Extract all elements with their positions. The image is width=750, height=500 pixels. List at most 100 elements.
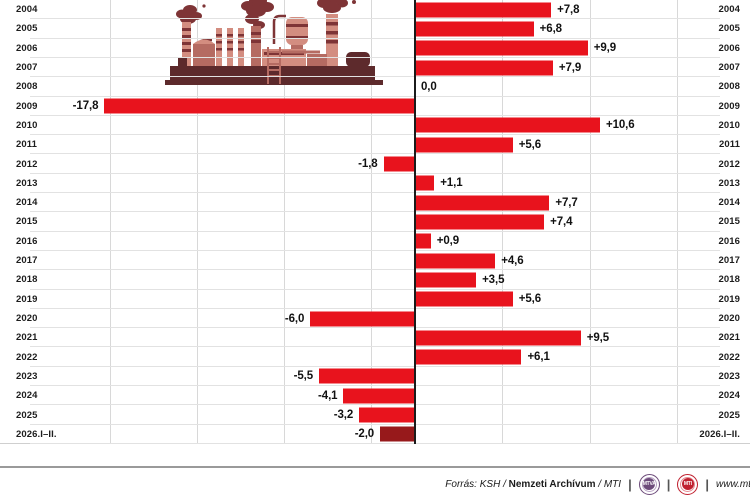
year-label-right: 2022 <box>718 351 740 363</box>
chart-row: 2006 2006 +9,9 <box>0 39 750 58</box>
chart-row: 2013 2013 +1,1 <box>0 174 750 194</box>
bar-value-label: -6,0 <box>284 312 305 325</box>
chart-row: 2017 2017 +4,6 <box>0 251 750 271</box>
source-prefix: Forrás: KSH / <box>445 478 509 490</box>
year-label-left: 2013 <box>16 177 38 189</box>
year-label-left: 2016 <box>16 235 38 247</box>
row-divider <box>30 114 720 116</box>
year-label-right: 2021 <box>718 332 740 344</box>
row-divider <box>30 153 720 155</box>
bar-value-label: +7,7 <box>555 196 578 209</box>
year-label-left: 2007 <box>16 62 38 74</box>
row-divider <box>30 327 720 329</box>
chart-row: 2025 2025 -3,2 <box>0 405 750 425</box>
bar <box>415 291 513 307</box>
bar-value-label: -3,2 <box>333 409 354 422</box>
source-suffix: / MTI <box>595 478 622 490</box>
year-label-left: 2022 <box>16 351 38 363</box>
bar <box>415 40 588 56</box>
year-label-right: 2015 <box>718 216 740 228</box>
row-divider <box>30 365 720 367</box>
year-label-right: 2008 <box>718 81 740 93</box>
mtva-logo-label: MTVA <box>643 478 656 490</box>
year-label-left: 2020 <box>16 313 38 324</box>
bar <box>415 330 581 346</box>
row-divider <box>30 423 720 425</box>
chart-row: 2023 2023 -5,5 <box>0 367 750 387</box>
footer: Forrás: KSH / Nemzeti Archívum / MTI | M… <box>0 444 750 500</box>
year-label-right: 2014 <box>718 197 740 209</box>
year-label-left: 2011 <box>16 139 38 151</box>
year-label-right: 2012 <box>718 158 740 170</box>
year-label-right: 2006 <box>718 42 740 54</box>
chart-row: 2012 2012 -1,8 <box>0 154 750 174</box>
mtva-logo: MTVA <box>638 473 660 495</box>
bar-value-label: -17,8 <box>72 100 99 113</box>
row-divider <box>30 18 720 20</box>
separator-1: | <box>628 476 632 492</box>
chart-row: 2007 2007 +7,9 <box>0 58 750 78</box>
chart-row: 2011 2011 +5,6 <box>0 135 750 155</box>
year-label-right: 2024 <box>718 390 740 402</box>
chart-row: 2026.I–II. 2026.I–II. -2,0 <box>0 425 750 444</box>
row-divider <box>30 211 720 213</box>
row-divider <box>30 76 720 78</box>
bar <box>359 407 415 423</box>
row-divider <box>30 442 720 444</box>
bar-value-label: -4,1 <box>318 389 338 402</box>
chart-row: 2008 2008 0,0 <box>0 77 750 97</box>
bar-value-label: +7,9 <box>558 61 582 74</box>
row-divider <box>30 56 720 58</box>
bar-value-label: +7,8 <box>557 3 580 16</box>
chart-row: 2019 2019 +5,6 <box>0 290 750 309</box>
year-label-left: 2014 <box>16 197 38 209</box>
bar <box>380 426 415 442</box>
mti-logo-label: MTI <box>681 478 694 490</box>
year-label-right: 2023 <box>718 370 740 382</box>
bar <box>415 117 600 133</box>
chart-row: 2022 2022 +6,1 <box>0 347 750 367</box>
bar-value-label: +0,9 <box>436 235 460 248</box>
bar <box>310 311 415 326</box>
row-divider <box>30 385 720 387</box>
bar <box>415 349 522 365</box>
bar-value-label: +9,9 <box>593 42 617 55</box>
year-label-left: 2019 <box>16 293 38 305</box>
year-label-left: 2024 <box>16 390 38 402</box>
chart-row: 2016 2016 +0,9 <box>0 232 750 251</box>
year-label-right: 2025 <box>718 409 740 421</box>
row-divider <box>30 249 720 251</box>
year-label-left: 2005 <box>16 23 38 35</box>
year-label-right: 2004 <box>718 4 740 16</box>
separator-2: | <box>666 476 671 492</box>
mti-logo: MTI <box>677 473 699 495</box>
footer-divider <box>0 466 750 468</box>
bar-value-label: +3,5 <box>482 273 505 286</box>
year-label-right: 2026.I–II. <box>699 428 740 440</box>
year-label-right: 2010 <box>718 119 740 131</box>
bar <box>415 195 550 211</box>
row-divider <box>30 134 720 136</box>
year-label-left: 2015 <box>16 216 38 228</box>
bar <box>415 214 545 230</box>
bar-value-label: -2,0 <box>354 428 375 441</box>
bar-value-label: +5,6 <box>518 138 542 151</box>
year-label-right: 2018 <box>718 274 740 286</box>
year-label-left: 2026.I–II. <box>16 428 57 440</box>
bar <box>415 60 553 76</box>
bar <box>415 233 431 249</box>
bar <box>415 21 534 37</box>
bar <box>415 253 496 269</box>
year-label-left: 2010 <box>16 119 38 131</box>
chart-row: 2018 2018 +3,5 <box>0 270 750 290</box>
chart-row: 2021 2021 +9,5 <box>0 328 750 348</box>
bar-value-label: +4,6 <box>501 254 524 267</box>
bar <box>104 98 415 114</box>
bar <box>415 2 552 18</box>
bar-value-label: +10,6 <box>605 119 635 132</box>
bar <box>415 272 477 288</box>
website-url: www.mtva.hu <box>716 478 750 490</box>
year-label-left: 2023 <box>16 370 38 382</box>
chart-row: 2020 2020 -6,0 <box>0 309 750 329</box>
